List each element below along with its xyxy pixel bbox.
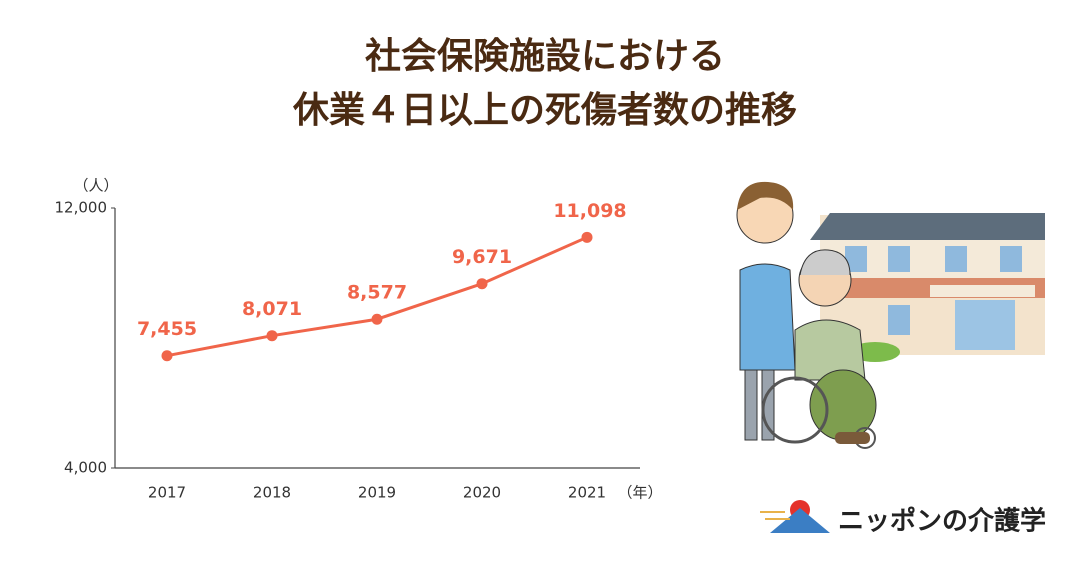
point bbox=[161, 350, 173, 362]
logo-mark bbox=[760, 500, 830, 533]
chart-title: 休業４日以上の死傷者数の推移 bbox=[292, 90, 797, 131]
point bbox=[266, 330, 278, 342]
value-label: 8,577 bbox=[347, 282, 407, 304]
point bbox=[476, 278, 488, 290]
value-label: 7,455 bbox=[137, 318, 197, 340]
illustration bbox=[736, 181, 1045, 449]
x-tick-label: 2020 bbox=[463, 484, 501, 502]
y-unit: （人） bbox=[73, 177, 118, 195]
x-tick-label: 2021 bbox=[568, 484, 606, 502]
point bbox=[371, 313, 383, 325]
y-tick-label: 4,000 bbox=[64, 459, 107, 477]
point bbox=[581, 231, 593, 243]
x-tick-label: 2019 bbox=[358, 484, 396, 502]
value-label: 9,671 bbox=[452, 246, 512, 268]
value-label: 8,071 bbox=[242, 298, 302, 320]
x-tick-label: 2018 bbox=[253, 484, 291, 502]
x-unit: （年） bbox=[617, 484, 662, 502]
chart-title: 社会保険施設における bbox=[365, 36, 725, 77]
value-label: 11,098 bbox=[553, 200, 626, 222]
y-tick-label: 12,000 bbox=[55, 199, 108, 217]
logo-text: ニッポンの介護学 bbox=[838, 506, 1046, 537]
x-tick-label: 2017 bbox=[148, 484, 186, 502]
